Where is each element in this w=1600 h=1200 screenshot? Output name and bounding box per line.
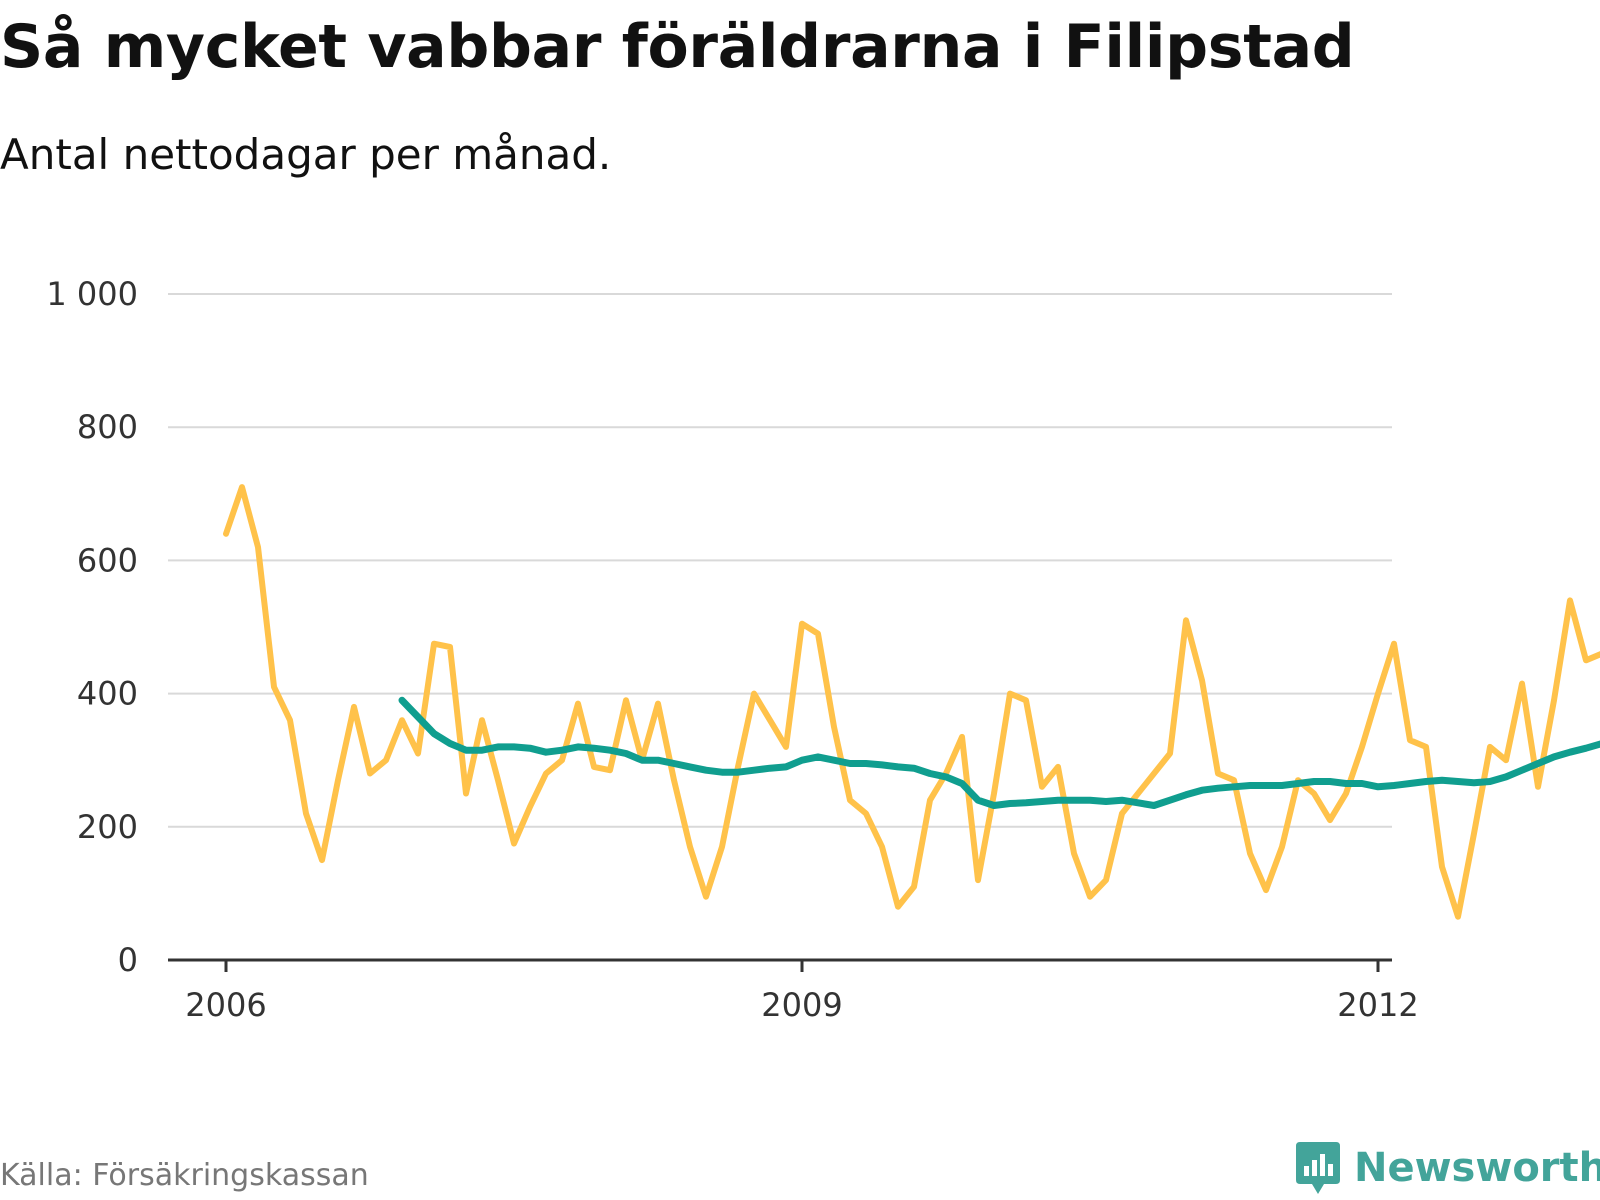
bar-chart-speech-bubble-icon: [1296, 1142, 1340, 1194]
series-line-per-manad: [223, 484, 1600, 920]
y-tick-label: 600: [77, 541, 138, 579]
series-lines: [223, 484, 1600, 920]
y-tick-label: 800: [77, 408, 138, 446]
y-tick-label: 0: [118, 941, 138, 979]
x-tick-label: 2012: [1337, 986, 1418, 1024]
y-tick-label: 200: [77, 808, 138, 846]
x-tick-label: 2009: [761, 986, 842, 1024]
source-note: Källa: Försäkringskassan: [0, 1158, 369, 1193]
x-axis-ticks: 2006200920122015201820212023: [185, 960, 1419, 1024]
brand-name: Newsworthy: [1354, 1145, 1600, 1191]
brand-logo[interactable]: Newsworthy: [1294, 1140, 1600, 1196]
x-tick-label: 2006: [185, 986, 266, 1024]
y-axis-ticks: 0 200 400 600 800 1 000: [46, 275, 138, 979]
y-tick-label: 1 000: [46, 275, 138, 313]
series-line-trend: [398, 696, 1600, 809]
chart-subtitle: Antal nettodagar per månad.: [0, 130, 612, 179]
grid-lines: [168, 293, 1392, 828]
y-tick-label: 400: [77, 675, 138, 713]
chart-title: Så mycket vabbar föräldrarna i Filipstad: [0, 12, 1355, 82]
